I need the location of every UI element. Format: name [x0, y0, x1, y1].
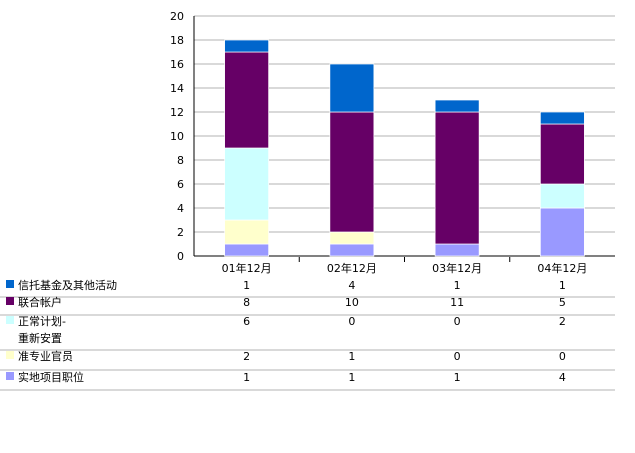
table-value: 1 [454, 279, 461, 292]
table-value: 2 [559, 315, 566, 328]
bar-segment [329, 63, 375, 113]
bar-segment [224, 51, 269, 149]
bar-segment [434, 243, 480, 257]
table-value: 1 [348, 350, 355, 363]
y-tick-label: 8 [177, 154, 184, 167]
y-tick-label: 10 [170, 130, 184, 143]
legend-swatch [6, 297, 14, 305]
legend-label: 联合帐户 [18, 295, 62, 309]
legend-swatch [6, 372, 14, 380]
table-value: 6 [243, 315, 250, 328]
table-value: 0 [348, 315, 355, 328]
table-value: 1 [348, 371, 355, 384]
x-tick-label: 03年12月 [432, 261, 482, 275]
bar-segment [224, 243, 269, 257]
y-tick-label: 16 [170, 58, 184, 71]
legend-label: 实地项目职位 [18, 370, 84, 384]
bar-segment [224, 219, 269, 245]
bar-segment [224, 39, 269, 53]
y-tick-label: 14 [170, 82, 184, 95]
table-value: 1 [243, 279, 250, 292]
bar-segment [434, 111, 480, 245]
table-value: 0 [454, 350, 461, 363]
legend-swatch [6, 280, 14, 288]
table-value: 1 [559, 279, 566, 292]
x-tick-label: 04年12月 [537, 261, 587, 275]
bar-segment [434, 99, 480, 113]
legend-label: 信托基金及其他活动 [18, 278, 117, 292]
table-value: 4 [559, 371, 566, 384]
y-tick-label: 6 [177, 178, 184, 191]
legend-swatch [6, 351, 14, 359]
bar-segment [224, 147, 269, 221]
table-value: 0 [559, 350, 566, 363]
table-value: 11 [450, 296, 464, 309]
bar-segment [540, 183, 585, 209]
y-tick-label: 18 [170, 34, 184, 47]
bar-segment [540, 207, 585, 257]
y-tick-label: 4 [177, 202, 184, 215]
legend-swatch [6, 316, 14, 324]
y-tick-label: 0 [177, 250, 184, 263]
y-tick-label: 2 [177, 226, 184, 239]
bar-segment [329, 111, 375, 233]
table-value: 2 [243, 350, 250, 363]
table-value: 10 [345, 296, 359, 309]
y-tick-label: 20 [170, 10, 184, 23]
table-value: 5 [559, 296, 566, 309]
x-tick-label: 01年12月 [222, 261, 272, 275]
bar-segment [540, 123, 585, 185]
bar-segment [540, 111, 585, 125]
y-tick-label: 12 [170, 106, 184, 119]
table-value: 8 [243, 296, 250, 309]
legend-label: 正常计划- [18, 315, 66, 328]
table-value: 4 [348, 279, 355, 292]
x-tick-label: 02年12月 [327, 261, 377, 275]
legend-label: 重新安置 [18, 331, 62, 345]
table-value: 1 [454, 371, 461, 384]
table-value: 0 [454, 315, 461, 328]
bar-segment [329, 243, 375, 257]
legend-label: 准专业官员 [18, 349, 73, 363]
bar-segment [329, 231, 375, 245]
table-value: 1 [243, 371, 250, 384]
